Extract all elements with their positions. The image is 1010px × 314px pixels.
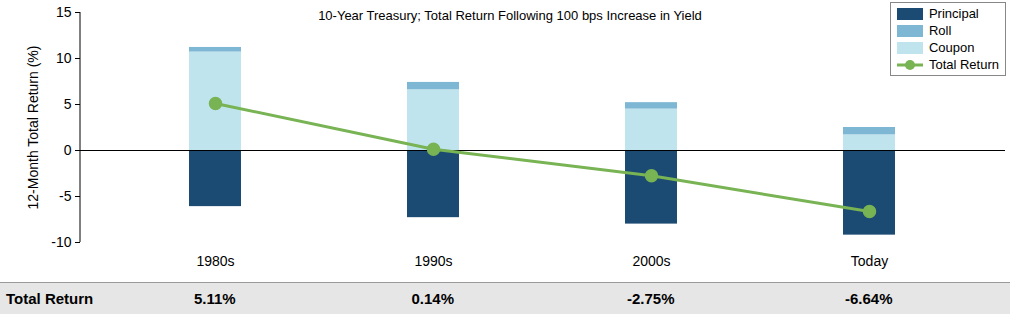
html-text:-6.64%: -6.64% (845, 290, 893, 307)
svg-text:1980s: 1980s (196, 253, 234, 269)
html-text:0.14%: 0.14% (411, 290, 454, 307)
svg-text:Today: Today (851, 253, 888, 269)
html-text:10-Year Treasury; Total Return: 10-Year Treasury; Total Return Following… (318, 8, 702, 23)
svg-text:12-Month Total Return (%): 12-Month Total Return (%) (25, 46, 41, 210)
svg-text:5: 5 (64, 96, 72, 112)
svg-text:-5: -5 (59, 188, 72, 204)
html-text:Coupon: Coupon (928, 40, 975, 55)
html-text:5.11%: 5.11% (194, 290, 236, 307)
html-text:-2.75%: -2.75% (627, 290, 675, 307)
html-text:Total Return: Total Return (6, 290, 94, 307)
html-text:Principal: Principal (928, 6, 979, 21)
html-text:Roll: Roll (928, 23, 952, 38)
svg-text:2000s: 2000s (632, 253, 670, 269)
svg-text:15: 15 (56, 4, 72, 20)
svg-text:1990s: 1990s (414, 253, 452, 269)
svg-text:0: 0 (64, 142, 72, 158)
svg-text:-10: -10 (51, 234, 71, 250)
html-text:Total Return: Total Return (928, 57, 999, 72)
svg-text:10: 10 (56, 50, 72, 66)
